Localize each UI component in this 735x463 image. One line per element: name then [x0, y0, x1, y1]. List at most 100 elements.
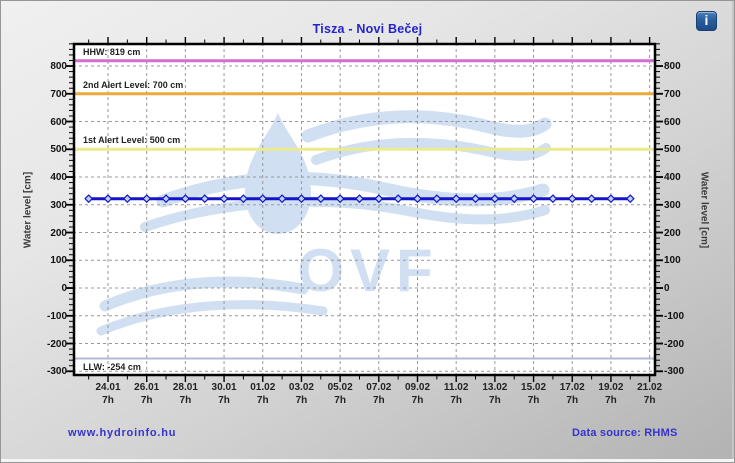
- axis-ticks: [66, 37, 663, 382]
- x-tick-hour-label: 7h: [489, 395, 501, 406]
- y-tick-label-right: -200: [664, 338, 685, 350]
- x-tick-date-label: 19.02: [598, 382, 624, 393]
- data-point: [258, 194, 268, 204]
- x-tick-date-label: 15.02: [521, 382, 547, 393]
- x-tick-date-label: 11.02: [443, 382, 469, 393]
- data-point: [238, 194, 248, 204]
- x-tick-hour-label: 7h: [605, 395, 617, 406]
- data-point: [219, 194, 229, 204]
- x-tick-date-label: 09.02: [404, 382, 431, 393]
- data-point: [432, 194, 442, 204]
- reference-line-label-alert-2nd: 2nd Alert Level: 700 cm: [83, 79, 184, 90]
- y-tick-label-right: 0: [664, 283, 670, 295]
- data-point: [142, 194, 152, 204]
- data-point: [296, 194, 306, 204]
- x-tick-date-label: 26.01: [134, 382, 160, 393]
- reference-line-label-llw: LLW: -254 cm: [83, 361, 141, 372]
- x-tick-hour-label: 7h: [256, 395, 269, 406]
- x-tick-date-label: 24.01: [95, 382, 121, 393]
- data-point: [567, 194, 577, 204]
- data-point: [625, 194, 635, 204]
- data-point: [471, 194, 480, 204]
- data-point: [122, 194, 132, 204]
- y-tick-label-left: 400: [50, 172, 67, 184]
- y-tick-label-right: 100: [664, 255, 681, 267]
- data-point: [490, 194, 500, 204]
- y-axis-title-left: Water level [cm]: [22, 171, 34, 249]
- data-point: [413, 194, 422, 204]
- data-point: [451, 194, 461, 204]
- y-tick-label-right: 300: [664, 199, 681, 211]
- data-point: [393, 194, 403, 204]
- data-point: [316, 194, 326, 204]
- series-water-level: [84, 194, 635, 204]
- data-point: [587, 194, 597, 204]
- data-point: [200, 194, 210, 204]
- data-point: [277, 194, 287, 204]
- data-point: [374, 194, 384, 204]
- data-point: [180, 194, 190, 204]
- x-tick-date-label: 07.02: [366, 382, 392, 393]
- page-title: Tisza - Novi Bečej: [312, 22, 423, 36]
- x-tick-date-label: 30.01: [211, 382, 237, 393]
- data-point: [509, 194, 519, 204]
- x-tick-hour-label: 7h: [102, 395, 114, 406]
- x-tick-date-label: 28.01: [172, 382, 198, 393]
- y-tick-label-right: 400: [664, 172, 681, 184]
- chart-canvas: OVF: [66, 37, 663, 382]
- x-tick-date-label: 03.02: [288, 382, 314, 393]
- y-tick-label-left: -200: [46, 338, 67, 350]
- y-tick-label-right: 500: [664, 144, 681, 156]
- data-point: [355, 194, 364, 204]
- x-tick-hour-label: 7h: [566, 395, 579, 406]
- data-point: [606, 194, 616, 204]
- y-tick-label-left: 0: [61, 283, 67, 295]
- reference-line-label-alert-1st: 1st Alert Level: 500 cm: [83, 135, 181, 146]
- y-tick-label-left: 200: [50, 227, 67, 239]
- x-tick-date-label: 01.02: [250, 382, 276, 393]
- x-tick-hour-label: 7h: [179, 395, 192, 406]
- y-tick-label-right: 200: [664, 227, 681, 239]
- x-tick-hour-label: 7h: [334, 395, 346, 406]
- x-tick-date-label: 13.02: [482, 382, 508, 393]
- y-tick-label-right: -100: [664, 310, 685, 322]
- y-tick-label-left: -300: [46, 366, 67, 378]
- x-tick-date-label: 17.02: [559, 382, 585, 393]
- info-icon: i: [704, 12, 709, 28]
- ovf-watermark: OVF: [96, 110, 552, 336]
- y-tick-label-right: 800: [664, 61, 681, 73]
- data-point: [103, 194, 113, 204]
- x-tick-hour-label: 7h: [450, 395, 462, 406]
- y-tick-label-left: 100: [50, 255, 67, 267]
- info-button[interactable]: i: [696, 11, 717, 31]
- grid-lines: [73, 43, 656, 376]
- y-tick-label-right: -300: [664, 366, 685, 378]
- plot-area: OVF HHW: 819 cm 2nd Alert Level: 700 cm 1s…: [66, 37, 663, 382]
- x-tick-hour-label: 7h: [218, 395, 230, 406]
- reference-line-label-hhw: HHW: 819 cm: [83, 46, 141, 57]
- x-tick-hour-label: 7h: [372, 395, 385, 406]
- data-point: [335, 194, 345, 204]
- y-tick-label-left: 800: [50, 61, 67, 73]
- y-tick-label-right: 700: [664, 88, 681, 100]
- reference-lines: [73, 59, 656, 360]
- x-tick-date-label: 21.02: [637, 382, 663, 393]
- y-tick-label-left: 300: [50, 199, 67, 211]
- y-tick-label-left: 700: [50, 88, 67, 100]
- y-axis-title-right: Water level [cm]: [698, 171, 710, 249]
- data-point: [84, 194, 94, 204]
- hydroinfo-link[interactable]: www.hydroinfo.hu: [68, 427, 177, 439]
- y-tick-label-left: 500: [50, 144, 67, 156]
- x-tick-hour-label: 7h: [411, 395, 424, 406]
- plot-frame: [72, 42, 657, 377]
- y-tick-label-left: 600: [50, 116, 67, 128]
- data-point: [529, 194, 539, 204]
- x-tick-hour-label: 7h: [527, 395, 540, 406]
- svg-text:OVF: OVF: [297, 237, 438, 304]
- x-tick-hour-label: 7h: [295, 395, 308, 406]
- y-tick-label-right: 600: [664, 116, 681, 128]
- y-tick-label-left: -100: [46, 310, 67, 322]
- x-tick-hour-label: 7h: [140, 395, 153, 406]
- x-tick-hour-label: 7h: [643, 395, 656, 406]
